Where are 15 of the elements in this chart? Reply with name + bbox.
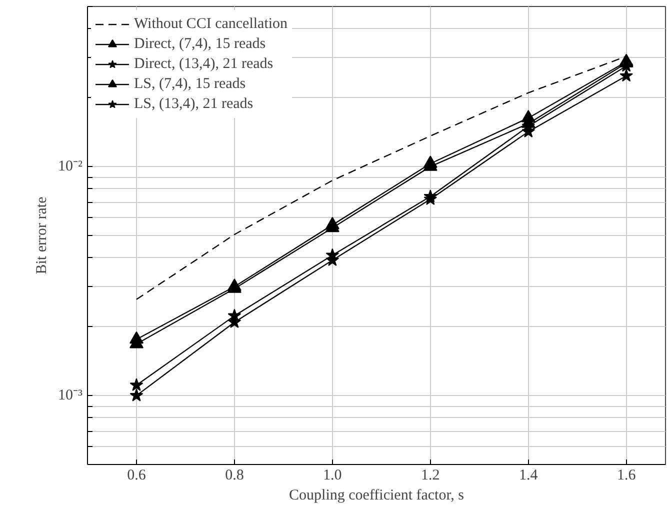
x-axis-title: Coupling coefficient factor, s xyxy=(289,488,464,504)
x-tick-label: 1.4 xyxy=(518,468,538,484)
y-axis-title: Bit error rate xyxy=(34,196,50,274)
y-tick-label: 10⁻² xyxy=(58,158,84,175)
x-tick-label: 1.2 xyxy=(421,468,440,484)
legend-label: LS, (13,4), 21 reads xyxy=(134,96,254,112)
x-tick-label: 1.0 xyxy=(323,468,342,484)
x-tick-label: 0.6 xyxy=(127,468,146,484)
y-tick-label: 10⁻³ xyxy=(58,388,84,404)
legend-label: Direct, (13,4), 21 reads xyxy=(134,56,274,72)
x-tick-label: 1.6 xyxy=(616,468,636,484)
legend-label: Without CCI cancellation xyxy=(134,16,288,32)
legend-label: Direct, (7,4), 15 reads xyxy=(134,36,266,52)
x-tick-label: 0.8 xyxy=(225,468,244,484)
legend-label: LS, (7,4), 15 reads xyxy=(134,76,246,92)
